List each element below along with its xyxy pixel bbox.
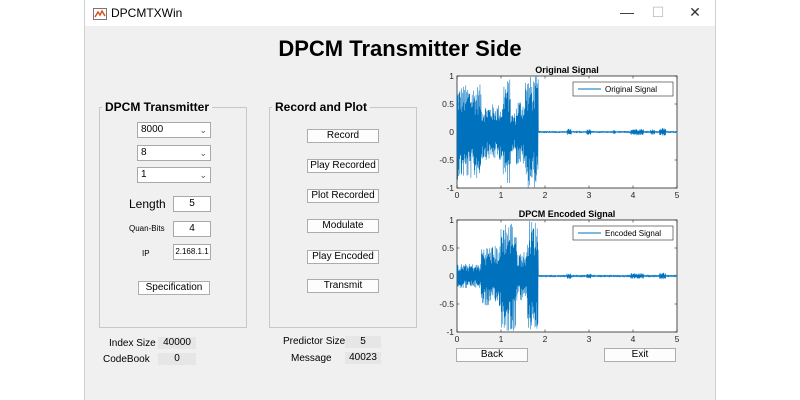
ip-input[interactable]: 2.168.1.1 [173,244,211,260]
x-tick-label: 5 [675,334,680,344]
quan-bits-label: Quan-Bits [129,224,165,233]
x-tick-label: 2 [543,190,548,200]
chart-title: Original Signal [535,65,599,75]
message-value: 40023 [345,352,381,364]
window-title: DPCMTXWin [111,6,183,20]
channels-value: 1 [141,169,147,180]
codebook-value: 0 [158,353,196,365]
chevron-down-icon: ⌄ [199,170,207,180]
y-tick-label: 0.5 [442,99,454,109]
codebook-label: CodeBook [103,354,150,365]
x-tick-label: 5 [675,190,680,200]
record-button[interactable]: Record [307,129,379,143]
x-tick-label: 4 [631,190,636,200]
legend-box [572,225,674,241]
series-line [456,221,678,331]
ip-label: IP [142,249,150,258]
chart-1: Original Signal 0 1 2 3 4 5 -1 -0.5 0 0.5 1 Original… [439,65,679,200]
dpcm-transmitter-panel-title: DPCM Transmitter [105,100,210,114]
play-recorded-button[interactable]: Play Recorded [307,159,379,173]
y-tick-label: 1 [449,215,454,225]
message-label: Message [291,353,332,364]
sample-rate-dropdown[interactable]: 8000 ⌄ [137,122,211,138]
x-tick-label: 3 [587,190,592,200]
transmit-button[interactable]: Transmit [307,279,379,293]
modulate-button[interactable]: Modulate [307,219,379,233]
page-title: DPCM Transmitter Side [278,36,522,61]
record-and-plot-panel-title: Record and Plot [275,100,368,114]
length-input[interactable]: 5 [173,196,211,212]
specification-button[interactable]: Specification [138,281,210,295]
x-tick-label: 0 [455,190,460,200]
dpcm-transmitter-panel: DPCM Transmitter [99,100,247,328]
plot-recorded-button[interactable]: Plot Recorded [307,189,379,203]
close-button[interactable]: ✕ [689,4,701,20]
x-tick-label: 0 [455,334,460,344]
x-tick-label: 1 [499,334,504,344]
chevron-down-icon: ⌄ [199,125,207,135]
plot-area: Original Signal 0 1 2 3 4 5 -1 -0.5 0 0.5 1 Original… [439,65,679,344]
play-encoded-button[interactable]: Play Encoded [307,250,379,264]
y-tick-label: -0.5 [439,299,454,309]
length-label: Length [129,197,166,211]
y-tick-label: -1 [446,327,454,337]
back-button[interactable]: Back [456,348,528,362]
predictor-size-value: 5 [345,336,381,348]
bits-value: 8 [141,147,147,158]
x-tick-label: 3 [587,334,592,344]
predictor-size-label: Predictor Size [283,336,346,347]
channels-dropdown[interactable]: 1 ⌄ [137,167,211,183]
sample-rate-value: 8000 [141,124,164,135]
quan-bits-input[interactable]: 4 [173,221,211,237]
y-tick-label: -1 [446,183,454,193]
y-tick-label: -0.5 [439,155,454,165]
bits-dropdown[interactable]: 8 ⌄ [137,145,211,161]
maximize-button[interactable]: ☐ [651,4,665,20]
chevron-down-icon: ⌄ [199,148,207,158]
chart-title: DPCM Encoded Signal [519,209,616,219]
record-and-plot-panel: Record and Plot [269,100,417,328]
index-size-label: Index Size [109,338,156,349]
x-tick-label: 2 [543,334,548,344]
title-bar: DPCMTXWin — ☐ ✕ [85,0,715,26]
legend-label: Encoded Signal [605,229,661,238]
y-tick-label: 0 [449,271,454,281]
exit-button[interactable]: Exit [604,348,676,362]
x-tick-label: 4 [631,334,636,344]
minimize-button[interactable]: — [620,4,634,20]
app-icon [93,7,107,20]
y-tick-label: 0 [449,127,454,137]
legend-box [572,81,674,97]
x-tick-label: 1 [499,190,504,200]
legend-label: Original Signal [605,85,657,94]
y-tick-label: 0.5 [442,243,454,253]
index-size-value: 40000 [158,337,196,349]
y-tick-label: 1 [449,71,454,81]
app-window: DPCMTXWin — ☐ ✕ DPCM Transmitter Side DP… [84,0,716,400]
series-line [456,76,678,188]
chart-2: DPCM Encoded Signal 0 1 2 3 4 5 -1 -0.5 0 0.5 1 Enco… [439,209,679,344]
